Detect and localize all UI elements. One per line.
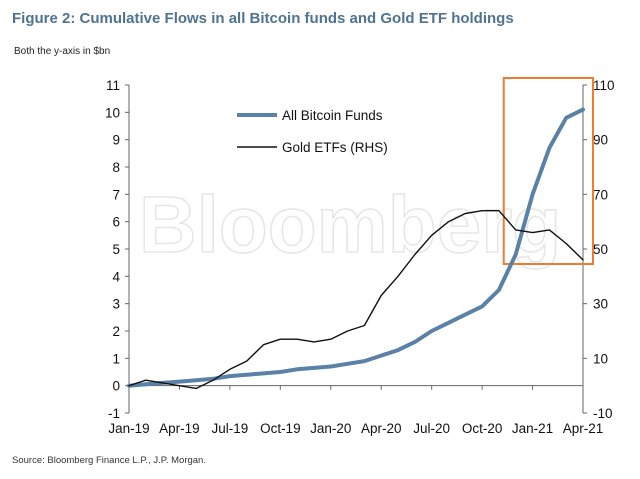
x-tick-label: Jan-21 [512, 421, 553, 436]
left-tick-label: 4 [112, 269, 120, 284]
legend-label-0: All Bitcoin Funds [282, 108, 383, 123]
chart-subtitle: Both the y-axis in $bn [14, 46, 111, 57]
x-tick-label: Jul-19 [211, 421, 248, 436]
x-tick-label: Apr-19 [159, 421, 200, 436]
x-tick-label: Jan-19 [108, 421, 149, 436]
legend-label-1: Gold ETFs (RHS) [282, 140, 388, 155]
right-tick-label: -10 [593, 406, 613, 421]
left-tick-label: 1 [112, 351, 120, 366]
right-tick-label: 10 [593, 351, 608, 366]
series-line-1 [128, 209, 584, 390]
x-tick-label: Jan-20 [310, 421, 351, 436]
left-tick-label: 3 [112, 297, 120, 312]
watermark: Bloomberg [139, 180, 561, 269]
left-tick-label: 2 [112, 324, 120, 339]
left-tick-label: 7 [112, 187, 120, 202]
series-group [127, 107, 585, 390]
left-tick-label: -1 [108, 406, 120, 421]
chart-title: Figure 2: Cumulative Flows in all Bitcoi… [12, 10, 514, 27]
right-tick-label: 110 [593, 78, 615, 93]
highlight-box [502, 77, 595, 265]
right-tick-label: 90 [593, 133, 608, 148]
series-line-0 [127, 107, 585, 388]
right-tick-label: 30 [593, 297, 608, 312]
x-tick-label: Apr-20 [361, 421, 402, 436]
left-tick-label: 11 [106, 78, 120, 93]
x-tick-label: Oct-19 [260, 421, 301, 436]
source-note: Source: Bloomberg Finance L.P., J.P. Mor… [12, 455, 206, 466]
left-tick-label: 10 [105, 105, 120, 120]
right-tick-label: 50 [593, 242, 608, 257]
x-tick-label: Jul-20 [413, 421, 450, 436]
highlight-rect [502, 77, 595, 265]
left-tick-label: 5 [112, 242, 120, 257]
x-tick-label: Apr-21 [563, 421, 604, 436]
right-tick-label: 70 [593, 187, 608, 202]
left-tick-label: 9 [112, 133, 120, 148]
left-tick-label: 6 [112, 215, 120, 230]
left-tick-label: 8 [112, 160, 120, 175]
left-tick-label: 0 [112, 379, 120, 394]
x-tick-label: Oct-20 [462, 421, 503, 436]
legend: All Bitcoin Funds Gold ETFs (RHS) [237, 108, 388, 155]
